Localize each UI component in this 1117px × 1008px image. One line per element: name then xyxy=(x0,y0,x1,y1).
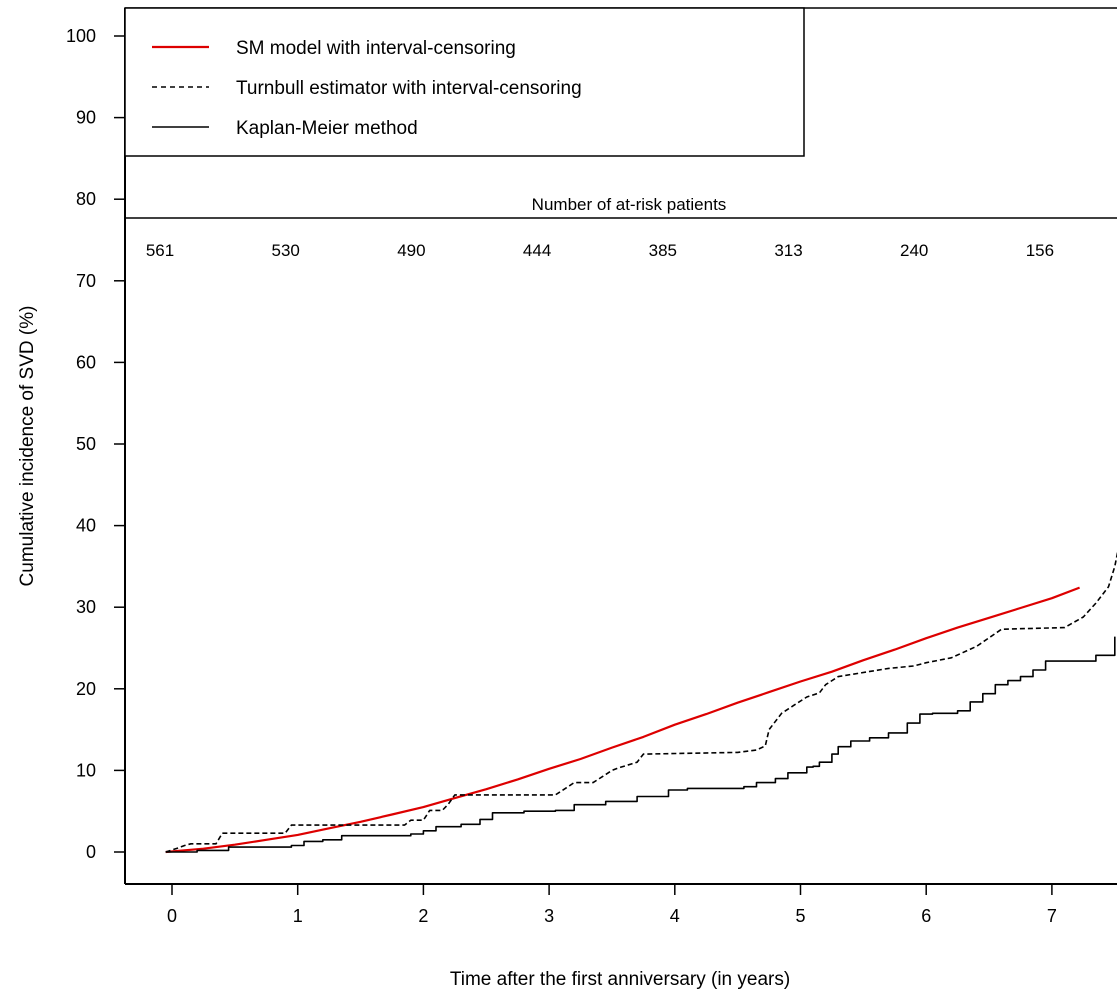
x-tick-label: 1 xyxy=(293,906,303,926)
x-axis-title: Time after the first anniversary (in yea… xyxy=(450,969,790,990)
at-risk-value: 385 xyxy=(649,241,677,260)
y-tick-label: 10 xyxy=(76,760,96,780)
y-tick-label: 20 xyxy=(76,679,96,699)
at-risk-value: 530 xyxy=(272,241,300,260)
x-tick-label: 4 xyxy=(670,906,680,926)
at-risk-title: Number of at-risk patients xyxy=(532,195,727,214)
x-tick-label: 7 xyxy=(1047,906,1057,926)
at-risk-value: 313 xyxy=(774,241,802,260)
x-tick-label: 3 xyxy=(544,906,554,926)
at-risk-value: 561 xyxy=(146,241,174,260)
legend-label-kaplan-meier: Kaplan-Meier method xyxy=(236,118,418,139)
turnbull-line xyxy=(165,551,1117,853)
y-tick-label: 30 xyxy=(76,597,96,617)
y-tick-label: 70 xyxy=(76,271,96,291)
y-axis-ticks: 0 10 20 30 40 50 60 70 80 90 100 xyxy=(66,26,125,862)
y-axis-title: Cumulative incidence of SVD (%) xyxy=(17,306,38,587)
y-tick-label: 90 xyxy=(76,108,96,128)
y-tick-label: 50 xyxy=(76,434,96,454)
x-axis-ticks: 0 1 2 3 4 5 6 7 xyxy=(167,884,1057,926)
series-layer xyxy=(165,551,1117,854)
at-risk-value: 240 xyxy=(900,241,928,260)
at-risk-value: 156 xyxy=(1026,241,1054,260)
y-tick-label: 60 xyxy=(76,352,96,372)
x-tick-label: 0 xyxy=(167,906,177,926)
y-tick-label: 100 xyxy=(66,26,96,46)
y-tick-label: 0 xyxy=(86,842,96,862)
legend-box xyxy=(124,7,805,157)
x-tick-label: 6 xyxy=(921,906,931,926)
x-tick-label: 5 xyxy=(795,906,805,926)
legend-label-sm-model: SM model with interval-censoring xyxy=(236,38,516,59)
legend: SM model with interval-censoring Turnbul… xyxy=(152,38,582,139)
y-tick-label: 80 xyxy=(76,189,96,209)
x-tick-label: 2 xyxy=(418,906,428,926)
y-tick-label: 40 xyxy=(76,516,96,536)
legend-label-turnbull: Turnbull estimator with interval-censori… xyxy=(236,78,582,99)
kaplan-meier-line xyxy=(165,636,1116,853)
sm-model-line xyxy=(165,586,1080,854)
at-risk-values: 561 530 490 444 385 313 240 156 xyxy=(146,241,1054,260)
at-risk-value: 444 xyxy=(523,241,551,260)
at-risk-value: 490 xyxy=(397,241,425,260)
